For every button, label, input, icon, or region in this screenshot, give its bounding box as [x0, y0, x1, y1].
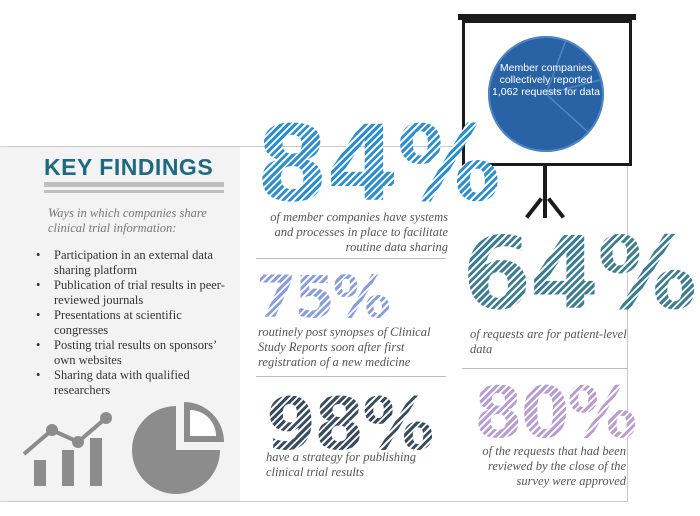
line-bar-chart-icon	[22, 412, 112, 486]
list-item: Publication of trial results in peer-rev…	[34, 278, 234, 307]
key-findings-intro: Ways in which companies share clinical t…	[48, 206, 207, 235]
board-foot-middle	[543, 198, 547, 218]
stat-84-caption: of member companies have systems and pro…	[270, 210, 448, 254]
circle-segment-lines	[545, 39, 601, 133]
title-underline-thin	[44, 190, 224, 193]
divider	[256, 258, 446, 259]
stat-64-value: 64%	[462, 215, 697, 332]
pie-chart-icon	[132, 402, 224, 494]
stats-frame	[8, 146, 628, 502]
list-item: Sharing data with qualified researchers	[34, 368, 234, 397]
board-stand	[543, 166, 547, 200]
divider	[256, 376, 446, 377]
list-item: Posting trial results on sponsors’ own w…	[34, 338, 234, 367]
stat-98-caption: have a strategy for publishing clinical …	[266, 450, 416, 479]
stat-80-value: 80%	[474, 372, 638, 454]
key-findings-list: Participation in an external data sharin…	[34, 248, 234, 398]
stat-64-caption: of requests are for patient-level data	[470, 327, 627, 356]
stat-98-value: 98%	[266, 382, 434, 466]
stat-75-value: 75%	[256, 263, 391, 331]
title-underline	[44, 182, 224, 187]
requests-text: Member companies collectively reported 1…	[492, 62, 600, 98]
board-top-bar	[458, 14, 636, 20]
list-item: Presentations at scientific congresses	[34, 308, 234, 337]
stat-80-caption: of the requests that had been reviewed b…	[482, 444, 626, 488]
stat-84-value: 84%	[256, 103, 501, 225]
divider	[462, 368, 628, 369]
list-item: Participation in an external data sharin…	[34, 248, 234, 277]
stat-75-caption: routinely post synopses of Clinical Stud…	[258, 325, 431, 369]
key-findings-title: KEY FINDINGS	[44, 154, 214, 180]
